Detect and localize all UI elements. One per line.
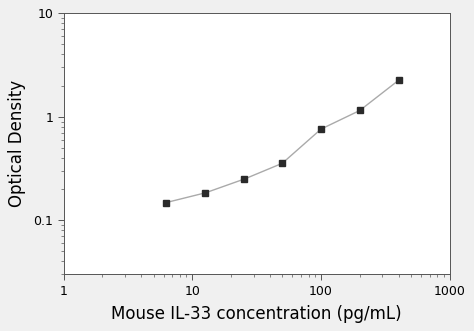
X-axis label: Mouse IL-33 concentration (pg/mL): Mouse IL-33 concentration (pg/mL) — [111, 305, 402, 323]
Y-axis label: Optical Density: Optical Density — [9, 80, 27, 208]
